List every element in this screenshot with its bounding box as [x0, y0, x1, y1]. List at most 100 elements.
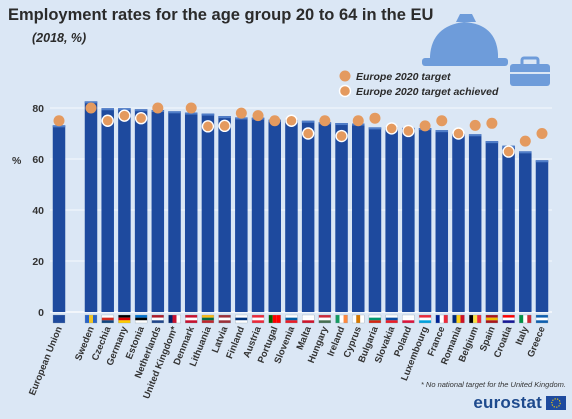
bar — [285, 119, 298, 312]
bar — [468, 134, 482, 312]
decoration-icons — [422, 14, 550, 86]
country-flag-icon — [385, 314, 398, 324]
y-tick-label: 20 — [32, 256, 44, 268]
country-flag-icon — [218, 314, 231, 324]
bar — [352, 123, 365, 313]
y-tick-label: 0 — [38, 307, 44, 319]
country-flag-icon — [185, 314, 198, 324]
target-achieved-marker — [452, 127, 465, 140]
country-flag-icon — [535, 314, 549, 324]
target-marker — [436, 115, 448, 127]
brand-text: eurostat — [473, 393, 542, 412]
target-marker — [519, 135, 531, 147]
country-flag-icon — [118, 314, 131, 324]
bar — [101, 108, 114, 312]
bar — [268, 119, 281, 312]
country-flag-icon — [52, 314, 66, 324]
eu-flag-icon — [546, 396, 566, 410]
target-achieved-marker — [502, 145, 515, 158]
country-flag-icon — [452, 314, 465, 324]
country-flag-icon — [168, 314, 181, 324]
bar — [84, 101, 98, 313]
country-flag-icon — [151, 314, 164, 324]
target-achieved-marker — [101, 114, 114, 127]
target-markers — [53, 102, 548, 158]
target-marker — [536, 128, 548, 139]
y-axis: 0 20 40 60 80 — [32, 103, 44, 319]
bar-top-highlight — [201, 113, 215, 116]
country-flag-icon — [201, 314, 215, 324]
bar — [519, 151, 532, 312]
target-marker — [252, 110, 264, 122]
bar — [335, 123, 348, 312]
bar-top-highlight — [519, 151, 532, 154]
target-marker — [469, 119, 481, 131]
bar — [402, 127, 415, 312]
target-marker — [486, 117, 498, 129]
target-achieved-marker — [218, 119, 231, 133]
bar-top-highlight — [101, 108, 114, 111]
legend-target-marker — [339, 70, 351, 82]
bar — [452, 133, 465, 312]
target-marker — [419, 120, 431, 132]
eurostat-logo: eurostat — [473, 393, 566, 413]
country-flag-icon — [519, 314, 532, 324]
bar-top-highlight — [485, 141, 499, 144]
target-achieved-marker — [118, 109, 131, 122]
bar — [418, 128, 432, 312]
y-tick-label: 80 — [32, 103, 44, 115]
country-flag-icon — [502, 314, 515, 324]
bar — [435, 130, 449, 312]
country-flag-icon — [285, 314, 298, 324]
chart-subtitle: (2018, %) — [32, 31, 87, 45]
bar-top-highlight — [168, 111, 181, 114]
bar — [218, 116, 231, 312]
briefcase-icon — [510, 56, 550, 86]
country-flag-icon — [368, 314, 382, 324]
bar — [134, 109, 148, 313]
bar — [535, 160, 549, 312]
country-flags — [52, 314, 549, 324]
target-achieved-marker — [201, 120, 215, 133]
target-marker — [319, 115, 331, 127]
target-achieved-marker — [335, 129, 348, 143]
legend-target-label: Europe 2020 target — [356, 71, 451, 83]
bar-top-highlight — [535, 160, 549, 163]
bar — [485, 141, 499, 312]
target-marker — [185, 102, 197, 114]
grid-lines — [50, 107, 552, 313]
bar — [118, 108, 131, 312]
y-tick-label: 60 — [32, 154, 44, 166]
bar-top-highlight — [52, 125, 66, 128]
legend-achieved-label: Europe 2020 target achieved — [356, 86, 499, 98]
bar-top-highlight — [84, 101, 98, 104]
target-marker — [53, 115, 65, 127]
country-flag-icon — [469, 314, 482, 324]
bar — [184, 112, 198, 312]
target-achieved-marker — [134, 111, 148, 125]
bars — [52, 101, 549, 313]
target-marker — [352, 115, 364, 127]
bar-top-highlight — [118, 108, 131, 111]
bar-top-highlight — [184, 112, 198, 115]
target-marker — [269, 115, 281, 127]
country-flag-icon — [402, 314, 415, 324]
country-flag-icon — [485, 314, 499, 324]
bar — [235, 117, 248, 312]
country-flag-icon — [251, 314, 265, 324]
bar — [368, 127, 382, 312]
bar — [301, 120, 315, 312]
target-achieved-marker — [385, 122, 398, 135]
target-achieved-marker — [301, 127, 315, 140]
legend: Europe 2020 target Europe 2020 target ac… — [338, 70, 499, 98]
target-marker — [235, 107, 247, 119]
bar-top-highlight — [368, 127, 382, 130]
country-flag-icon — [335, 314, 348, 324]
target-marker — [152, 102, 164, 114]
y-tick-label: 40 — [32, 205, 44, 217]
country-flag-icon — [318, 314, 332, 324]
bar-top-highlight — [218, 116, 231, 119]
y-axis-label: % — [12, 155, 22, 167]
footnote: * No national target for the United King… — [420, 380, 566, 389]
bar-top-highlight — [435, 130, 449, 133]
